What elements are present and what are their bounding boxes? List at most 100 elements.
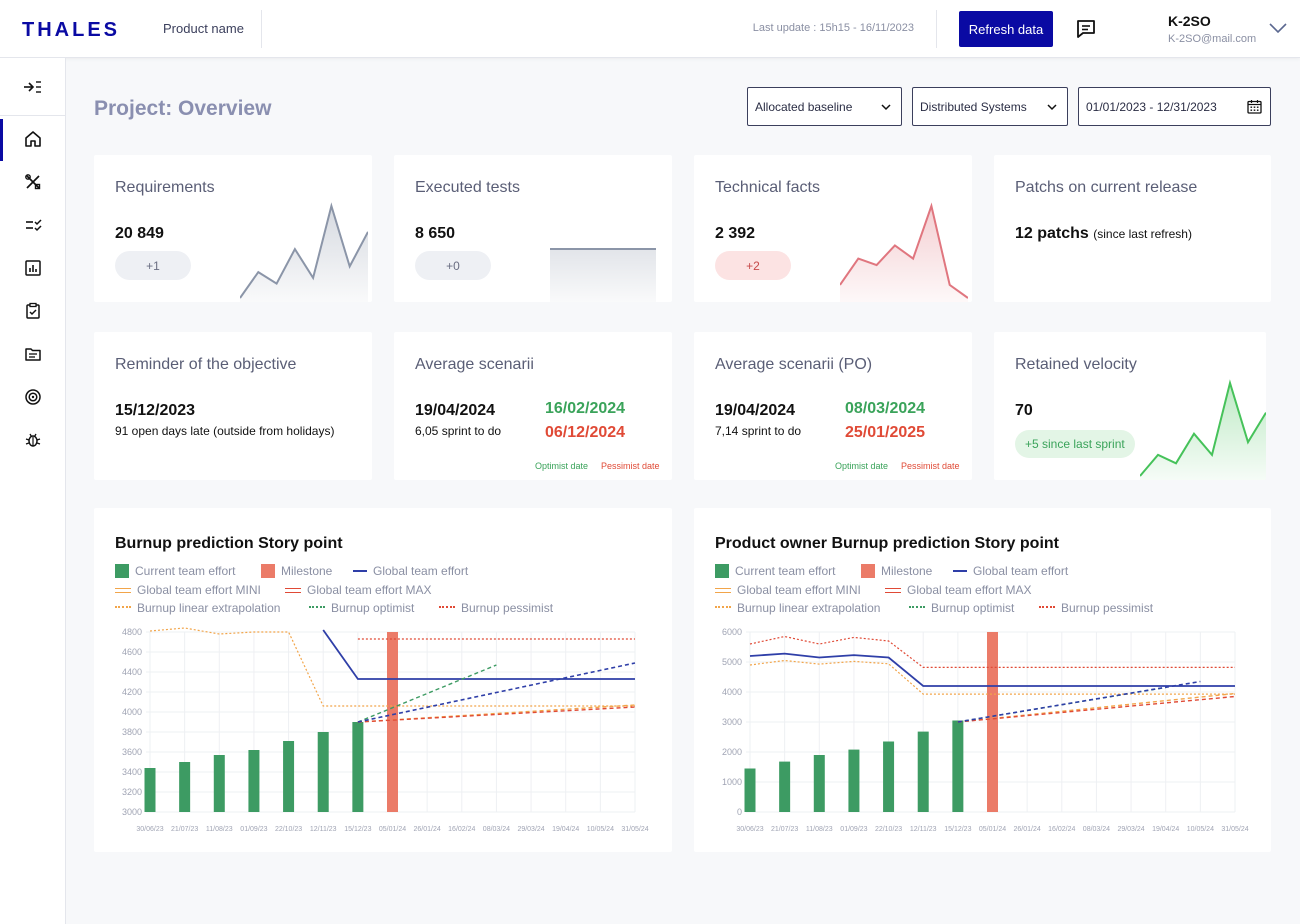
- legend-swatch: [261, 564, 275, 578]
- bar-chart-icon: [25, 260, 41, 276]
- chat-icon[interactable]: [1075, 18, 1097, 40]
- requirements-card[interactable]: Requirements 20 849 +1: [94, 155, 372, 302]
- legend-milestone[interactable]: Milestone: [261, 564, 332, 578]
- current-effort-bar[interactable]: [917, 731, 929, 812]
- patch-suffix: (since last refresh): [1093, 227, 1192, 241]
- current-effort-bar[interactable]: [144, 768, 156, 812]
- calendar-icon: [1247, 100, 1262, 114]
- system-select[interactable]: Distributed Systems: [912, 87, 1068, 126]
- legend-label: Burnup pessimist: [461, 601, 554, 615]
- patchs-card[interactable]: Patchs on current release 12 patchs (sin…: [994, 155, 1271, 302]
- current-effort-bar[interactable]: [179, 762, 191, 812]
- x-tick-label: 26/01/24: [1014, 826, 1041, 833]
- series-line-burnup-pessimist[interactable]: [957, 695, 1236, 723]
- current-effort-bar[interactable]: [317, 732, 329, 812]
- average-scenarii-po-card[interactable]: Average scenarii (PO) 19/04/2024 7,14 sp…: [694, 332, 972, 480]
- card-title: Technical facts: [715, 179, 820, 196]
- y-tick-label: 3000: [722, 717, 742, 727]
- executed-tests-card[interactable]: Executed tests 8 650 +0: [394, 155, 672, 302]
- legend-burnup-linear[interactable]: Burnup linear extrapolation: [115, 601, 280, 615]
- legend-global-team-effort-mini[interactable]: Global team effort MINI: [715, 583, 861, 597]
- legend-current-team-effort[interactable]: Current team effort: [715, 564, 836, 578]
- series-line-global-team-effort-mini[interactable]: [149, 627, 635, 707]
- sidebar-item-checklist[interactable]: [0, 205, 66, 245]
- legend-label: Burnup optimist: [931, 601, 1015, 615]
- date-range-picker[interactable]: 01/01/2023 - 12/31/2023: [1078, 87, 1271, 126]
- thales-logo[interactable]: THALES: [22, 18, 148, 40]
- legend-label: Global team effort: [373, 564, 469, 578]
- baseline-select[interactable]: Allocated baseline: [747, 87, 902, 126]
- sidebar-item-tools[interactable]: [0, 162, 66, 202]
- sidebar-item-bugs[interactable]: [0, 420, 66, 460]
- legend-global-team-effort-mini[interactable]: Global team effort MINI: [115, 583, 261, 597]
- legend-global-team-effort[interactable]: Global team effort: [953, 564, 1068, 578]
- legend-current-team-effort[interactable]: Current team effort: [115, 564, 236, 578]
- x-tick-label: 15/12/23: [944, 826, 971, 833]
- current-effort-bar[interactable]: [952, 720, 964, 813]
- delta-badge: +1: [115, 251, 191, 280]
- legend-label: Current team effort: [735, 564, 836, 578]
- retained-velocity-card[interactable]: Retained velocity 70 +5 since last sprin…: [994, 332, 1266, 480]
- current-effort-bar[interactable]: [883, 741, 895, 813]
- x-tick-label: 10/05/24: [587, 826, 614, 833]
- chart-title: Burnup prediction Story point: [115, 535, 343, 552]
- series-line-global-team-effort-mini[interactable]: [749, 659, 1235, 695]
- legend-burnup-pessimist[interactable]: Burnup pessimist: [439, 601, 553, 615]
- pessimist-date: 25/01/2025: [845, 424, 926, 441]
- sidebar-item-tasks[interactable]: [0, 291, 66, 331]
- legend-burnup-pessimist[interactable]: Burnup pessimist: [1039, 601, 1153, 615]
- y-tick-label: 4200: [122, 687, 142, 697]
- legend-swatch: [115, 564, 129, 578]
- card-title: Patchs on current release: [1015, 179, 1198, 196]
- objective-card[interactable]: Reminder of the objective 15/12/2023 91 …: [94, 332, 372, 480]
- legend-burnup-optimist[interactable]: Burnup optimist: [309, 601, 414, 615]
- x-tick-label: 22/10/23: [875, 826, 902, 833]
- milestone-bar[interactable]: [387, 632, 398, 812]
- series-line-burnup-linear-extrapolation[interactable]: [957, 692, 1236, 723]
- current-effort-bar[interactable]: [283, 741, 295, 812]
- sidebar-item-targets[interactable]: [0, 377, 66, 417]
- milestone-bar[interactable]: [987, 632, 998, 812]
- current-effort-bar[interactable]: [744, 768, 756, 813]
- legend-label: Milestone: [281, 564, 333, 578]
- series-line-burnup-pessimist[interactable]: [357, 706, 636, 723]
- legend-label: Global team effort MINI: [737, 583, 861, 597]
- target-icon: [25, 389, 41, 405]
- legend-milestone[interactable]: Milestone: [861, 564, 932, 578]
- user-name: K-2SO: [1168, 13, 1211, 29]
- sidebar-item-reports[interactable]: [0, 248, 66, 288]
- x-tick-label: 31/05/24: [1221, 826, 1248, 833]
- technical-facts-card[interactable]: Technical facts 2 392 +2: [694, 155, 972, 302]
- current-effort-bar[interactable]: [213, 755, 225, 812]
- series-line-global-team-effort-dashed[interactable]: [957, 680, 1201, 723]
- delta-badge: +2: [715, 251, 791, 280]
- average-scenarii-card[interactable]: Average scenarii 19/04/2024 6,05 sprint …: [394, 332, 672, 480]
- sidebar-item-documents[interactable]: [0, 334, 66, 374]
- x-tick-label: 11/08/23: [206, 826, 233, 833]
- current-effort-bar[interactable]: [813, 755, 825, 812]
- sparkline-line: [1140, 379, 1266, 477]
- current-effort-bar[interactable]: [248, 750, 260, 812]
- checklist-icon: [26, 219, 42, 232]
- series-line-burnup-optimist[interactable]: [357, 664, 497, 723]
- legend-global-team-effort[interactable]: Global team effort: [353, 564, 468, 578]
- legend-burnup-optimist[interactable]: Burnup optimist: [909, 601, 1014, 615]
- sparkline-area: [1140, 383, 1266, 480]
- series-line-burnup-linear-extrapolation[interactable]: [357, 704, 636, 723]
- current-effort-bar[interactable]: [779, 761, 791, 812]
- series-line-global-team-effort-max[interactable]: [749, 635, 1235, 668]
- series-line-global-team-effort[interactable]: [322, 629, 635, 680]
- sidebar-item-home[interactable]: [0, 119, 66, 161]
- current-effort-bar[interactable]: [848, 749, 860, 812]
- chevron-down-icon[interactable]: [1268, 20, 1288, 36]
- legend-burnup-linear[interactable]: Burnup linear extrapolation: [715, 601, 880, 615]
- legend-global-team-effort-max[interactable]: Global team effort MAX: [285, 583, 432, 597]
- series-line-global-team-effort-dashed[interactable]: [357, 662, 636, 723]
- current-effort-bar[interactable]: [352, 722, 364, 812]
- x-tick-label: 08/03/24: [1083, 826, 1110, 833]
- series-line-global-team-effort[interactable]: [749, 652, 1235, 687]
- legend-label: Burnup optimist: [331, 601, 415, 615]
- sidebar-toggle[interactable]: [0, 58, 66, 116]
- legend-global-team-effort-max[interactable]: Global team effort MAX: [885, 583, 1032, 597]
- refresh-data-button[interactable]: Refresh data: [959, 11, 1053, 47]
